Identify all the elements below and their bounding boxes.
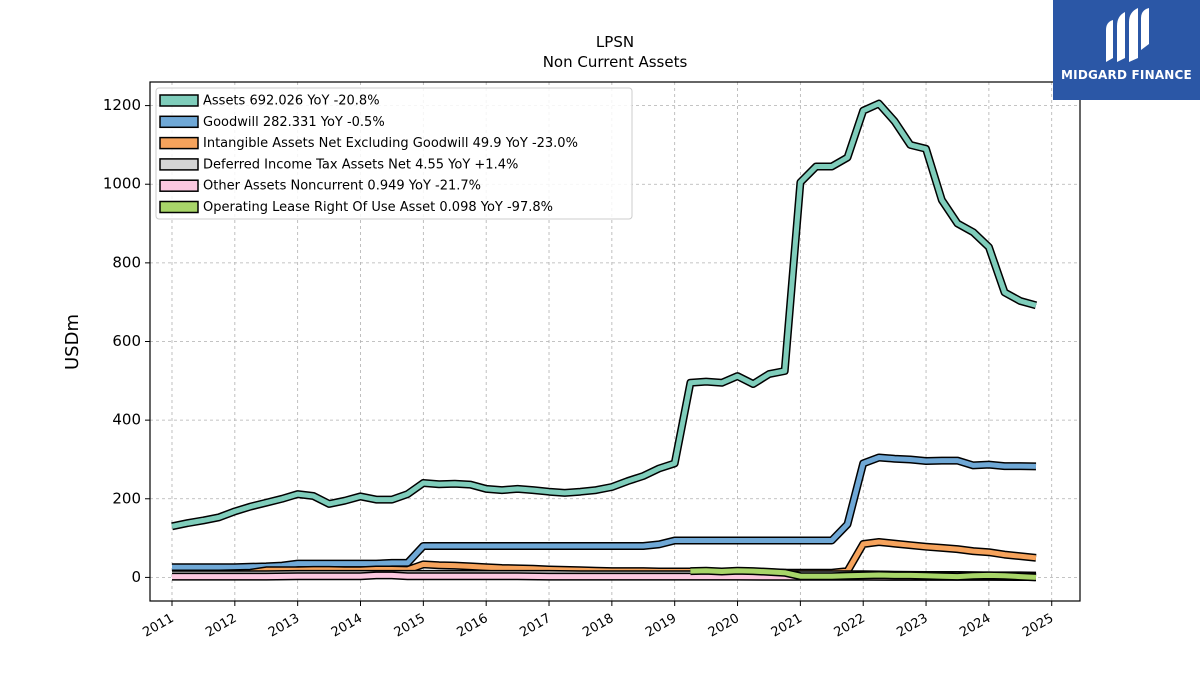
brand-logo: MIDGARD FINANCE	[1053, 0, 1200, 100]
legend-entry: Goodwill 282.331 YoY -0.5%	[203, 115, 385, 130]
y-tick-label: 0	[131, 568, 141, 586]
series-line-assets	[171, 101, 1037, 529]
legend-entry: Operating Lease Right Of Use Asset 0.098…	[203, 200, 553, 215]
y-tick-label: 400	[112, 411, 141, 429]
logo-text: MIDGARD FINANCE	[1061, 68, 1192, 82]
x-tick-label: 2014	[329, 611, 365, 641]
x-tick-label: 2013	[266, 611, 302, 641]
x-tick-label: 2019	[643, 611, 679, 641]
x-tick-label: 2012	[203, 611, 239, 641]
legend-entry: Deferred Income Tax Assets Net 4.55 YoY …	[203, 157, 518, 172]
series-line-operating-lease-right-of-use-asset	[690, 568, 1037, 580]
x-tick-label: 2025	[1020, 611, 1056, 641]
x-tick-label: 2023	[894, 611, 930, 641]
legend-swatch	[159, 158, 199, 171]
y-tick-label: 200	[112, 489, 141, 507]
legend-entry: Assets 692.026 YoY -20.8%	[203, 94, 380, 109]
x-tick-label: 2015	[392, 611, 428, 641]
chart-subtitle: Non Current Assets	[543, 53, 688, 71]
x-tick-label: 2022	[832, 611, 868, 641]
legend-swatch	[159, 179, 199, 192]
y-tick-label: 800	[112, 253, 141, 271]
x-tick-label: 2017	[517, 611, 553, 641]
x-tick-label: 2016	[455, 611, 491, 641]
legend-entry: Other Assets Noncurrent 0.949 YoY -21.7%	[203, 179, 481, 194]
logo-mark-icon	[1106, 8, 1149, 62]
legend-swatch	[159, 136, 199, 150]
x-tick-label: 2018	[580, 611, 616, 641]
y-tick-label: 1000	[103, 175, 141, 193]
chart-title: LPSN	[596, 33, 634, 51]
legend: Assets 692.026 YoY -20.8% Goodwill 282.33…	[155, 87, 633, 220]
y-tick-label: 600	[112, 332, 141, 350]
legend-swatch	[159, 115, 199, 129]
y-axis: 0 200 400 600 800 1000 1200	[103, 96, 150, 586]
legend-swatch	[159, 200, 199, 214]
x-tick-label: 2021	[769, 611, 805, 641]
legend-entry: Intangible Assets Net Excluding Goodwill…	[203, 136, 578, 151]
x-tick-label: 2011	[140, 611, 176, 641]
y-tick-label: 1200	[103, 96, 141, 114]
legend-swatch	[159, 94, 199, 107]
series-outline-goodwill	[172, 453, 1037, 572]
x-tick-label: 2020	[706, 611, 742, 641]
grid	[150, 82, 1080, 601]
series-group	[171, 99, 1038, 582]
y-axis-label: USDm	[62, 314, 83, 370]
legend-box	[155, 87, 633, 220]
x-axis: 2011 2012 2013 2014 2015 2016 2017 2018 2019 2020…	[140, 601, 1056, 640]
x-tick-label: 2024	[957, 611, 993, 641]
series-line-goodwill	[172, 455, 1037, 570]
